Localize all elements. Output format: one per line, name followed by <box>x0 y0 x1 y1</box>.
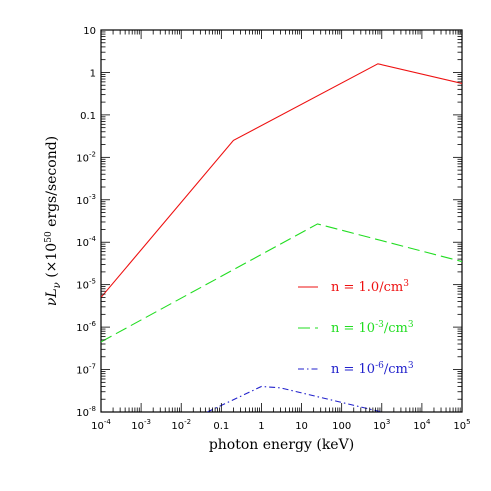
legend-label-unit-exponent: 3 <box>403 279 409 289</box>
x-axis-label: photon energy (keV) <box>209 437 354 453</box>
x-tick-label: 10 <box>295 421 308 432</box>
y-tick-label: 10-5 <box>76 278 96 292</box>
plot-frame <box>100 29 463 413</box>
x-tick-label-base: 10 <box>295 421 308 432</box>
x-tick-label: 10-4 <box>91 418 111 432</box>
x-tick-label-base: 0.1 <box>213 421 229 432</box>
x-tick-label-exponent: -2 <box>184 418 191 426</box>
legend-label-prefix: n = <box>331 321 359 336</box>
y-axis-label: νLν (×1050 ergs/second) <box>44 136 63 306</box>
y-tick-label-exponent: -2 <box>89 150 96 158</box>
x-tick-label-exponent: -3 <box>144 418 151 426</box>
legend-label-value: 1.0 <box>359 280 380 295</box>
y-tick-label: 10-6 <box>76 320 96 334</box>
y-tick-label-base: 10 <box>83 26 96 37</box>
y-tick-label: 10-8 <box>76 405 96 419</box>
legend-label-unit: /cm <box>379 280 403 295</box>
y-tick-label: 10-7 <box>76 363 96 377</box>
x-tick-label-base: 10 <box>413 421 426 432</box>
series-line-3 <box>207 385 382 412</box>
series-group <box>101 63 462 412</box>
y-tick-label-exponent: -3 <box>89 193 96 201</box>
x-tick-label: 103 <box>373 418 390 432</box>
y-tick-label-exponent: -7 <box>89 363 96 371</box>
x-tick-label: 10-3 <box>131 418 151 432</box>
legend-label-prefix: n = <box>331 362 359 377</box>
legend-label-2: n = 10-3/cm3 <box>331 320 414 336</box>
y-tick-label-base: 10 <box>76 196 89 207</box>
series-line-2 <box>101 223 462 343</box>
legend-label-prefix: n = <box>331 280 359 295</box>
x-tick-label-exponent: 5 <box>466 418 470 426</box>
y-tick-label-base: 10 <box>76 281 89 292</box>
y-tick-label: 0.1 <box>80 111 96 122</box>
x-tick-label-exponent: 4 <box>426 418 431 426</box>
legend-label-1: n = 1.0/cm3 <box>331 279 409 295</box>
x-tick-label: 105 <box>453 418 470 432</box>
legend-label-3: n = 10-6/cm3 <box>331 361 414 377</box>
x-tick-label: 10-2 <box>171 418 191 432</box>
x-tick-label: 100 <box>332 421 351 432</box>
legend-label-value-exponent: -3 <box>375 320 384 330</box>
y-tick-label-base: 0.1 <box>80 111 96 122</box>
x-tick-label-base: 10 <box>373 421 386 432</box>
series-line-1 <box>101 63 462 298</box>
y-axis-label-units: ergs/second) <box>44 136 60 231</box>
y-tick-label-exponent: -5 <box>89 278 96 286</box>
x-tick-label-exponent: 3 <box>386 418 390 426</box>
legend-label-value: 10 <box>359 321 376 336</box>
legend-label-unit: /cm <box>384 321 408 336</box>
legend-label-unit-exponent: 3 <box>408 320 414 330</box>
x-tick-label: 1 <box>258 421 264 432</box>
y-tick-label: 10-3 <box>76 193 96 207</box>
legend-label-unit-exponent: 3 <box>408 361 414 371</box>
y-tick-label-base: 10 <box>76 323 89 334</box>
legend-label-value: 10 <box>359 362 376 377</box>
y-tick-label-base: 10 <box>76 366 89 377</box>
y-tick-label-base: 10 <box>76 153 89 164</box>
x-tick-label: 0.1 <box>213 421 229 432</box>
y-axis-label-prefix: (×10 <box>44 243 60 282</box>
y-tick-label-base: 10 <box>76 238 89 249</box>
y-tick-label-exponent: -6 <box>89 320 97 328</box>
x-tick-label-base: 10 <box>131 421 144 432</box>
x-tick-label-base: 10 <box>453 421 466 432</box>
y-tick-label: 10 <box>83 26 96 37</box>
y-axis-label-subscript: ν <box>52 282 63 288</box>
y-tick-label-exponent: -8 <box>89 405 96 413</box>
y-axis-label-main: νL <box>44 288 60 306</box>
legend-label-unit: /cm <box>384 362 408 377</box>
y-tick-label: 1 <box>90 68 96 79</box>
y-tick-label: 10-2 <box>76 150 96 164</box>
y-tick-label-base: 10 <box>76 408 89 419</box>
x-tick-label-base: 10 <box>91 421 104 432</box>
x-tick-label-base: 10 <box>171 421 184 432</box>
y-tick-label-base: 1 <box>90 68 96 79</box>
x-tick-label-base: 1 <box>258 421 264 432</box>
y-axis-label-superscript: 50 <box>44 231 54 243</box>
x-tick-label: 104 <box>413 418 431 432</box>
y-tick-label: 10-4 <box>76 235 96 249</box>
x-tick-label-base: 100 <box>332 421 351 432</box>
legend-label-value-exponent: -6 <box>375 361 384 371</box>
y-tick-label-exponent: -4 <box>89 235 97 243</box>
x-tick-label-exponent: -4 <box>104 418 112 426</box>
